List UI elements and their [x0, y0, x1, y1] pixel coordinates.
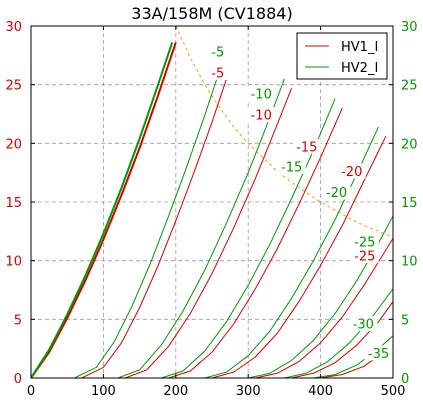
series-line-hv1-i — [255, 238, 393, 378]
x-tick-label: 500 — [381, 384, 406, 399]
dissipation-curve — [175, 26, 393, 238]
annotation-background — [207, 64, 228, 80]
annotation-background — [292, 138, 321, 154]
y-tick-label: 25 — [5, 79, 22, 94]
annotation-background — [349, 316, 378, 332]
annotation-background — [350, 233, 379, 249]
series-line-hv1-i — [31, 42, 177, 378]
y2-tick-label: 10 — [401, 255, 418, 270]
grid-voltage-label: -10 — [251, 109, 272, 124]
grid-voltage-label: -15 — [281, 160, 302, 175]
annotation-background — [364, 345, 393, 361]
series-line-hv2-i — [117, 78, 285, 378]
y2-tick-label: 20 — [401, 137, 418, 152]
annotation-background — [350, 247, 379, 263]
y2-tick-label: 0 — [401, 372, 409, 387]
y2-tick-label: 15 — [401, 196, 418, 211]
annotation-background — [247, 107, 276, 123]
y-tick-label: 20 — [5, 137, 22, 152]
series-line-hv1-i — [168, 107, 343, 378]
annotation-background — [207, 43, 228, 59]
chart-title: 33A/158M (CV1884) — [131, 4, 292, 23]
x-tick-label: 300 — [236, 384, 261, 399]
annotation-background — [337, 163, 366, 179]
legend: HV1_I HV2_I — [296, 32, 388, 80]
series-line-hv1-i — [211, 136, 387, 378]
y2-tick-label: 30 — [401, 20, 418, 35]
y-tick-label: 5 — [14, 313, 22, 328]
grid — [31, 26, 393, 378]
legend-box — [296, 32, 388, 80]
series-line-hv2-i — [74, 66, 222, 378]
legend-label: HV1_I — [341, 40, 378, 55]
series-line-hv2-i — [31, 42, 174, 378]
legend-label: HV2_I — [341, 61, 378, 76]
series-line-hv1-i — [124, 88, 293, 378]
annotation-background — [277, 158, 306, 174]
series-line-hv2-i — [161, 98, 336, 378]
grid-voltage-label: -10 — [251, 88, 272, 103]
series-line-hv2-i — [313, 335, 393, 378]
grid-voltage-label: -25 — [354, 249, 375, 264]
annotation-background — [322, 184, 351, 200]
y-tick-label: 30 — [5, 20, 22, 35]
series-line-hv1-i — [81, 78, 227, 378]
y2-tick-label: 5 — [401, 313, 409, 328]
annotation-background — [247, 86, 276, 102]
grid-voltage-label: -5 — [211, 45, 224, 60]
grid-voltage-label: -15 — [296, 140, 317, 155]
grid-voltage-label: -20 — [341, 165, 362, 180]
plot-area: -5 -5 -10 -10 -15 -15 -20 -20 -25-25 -30 -35 — [31, 26, 393, 378]
grid-voltage-label: -25 — [354, 235, 375, 250]
grid-voltage-label: -20 — [326, 186, 347, 201]
series-line-hv2-i — [284, 288, 393, 378]
x-tick-label: 100 — [91, 384, 116, 399]
x-tick-label: 400 — [308, 384, 333, 399]
x-tick-label: 0 — [27, 384, 35, 399]
grid-voltage-label: -30 — [353, 318, 374, 333]
y-tick-label: 0 — [14, 372, 22, 387]
series-line-hv1-i — [291, 301, 393, 378]
y2-tick-label: 25 — [401, 79, 418, 94]
grid-voltage-label: -35 — [368, 347, 389, 362]
grid-voltage-label: -5 — [211, 66, 224, 81]
x-tick-label: 200 — [163, 384, 188, 399]
y-tick-label: 10 — [5, 255, 22, 270]
y-tick-label: 15 — [5, 196, 22, 211]
